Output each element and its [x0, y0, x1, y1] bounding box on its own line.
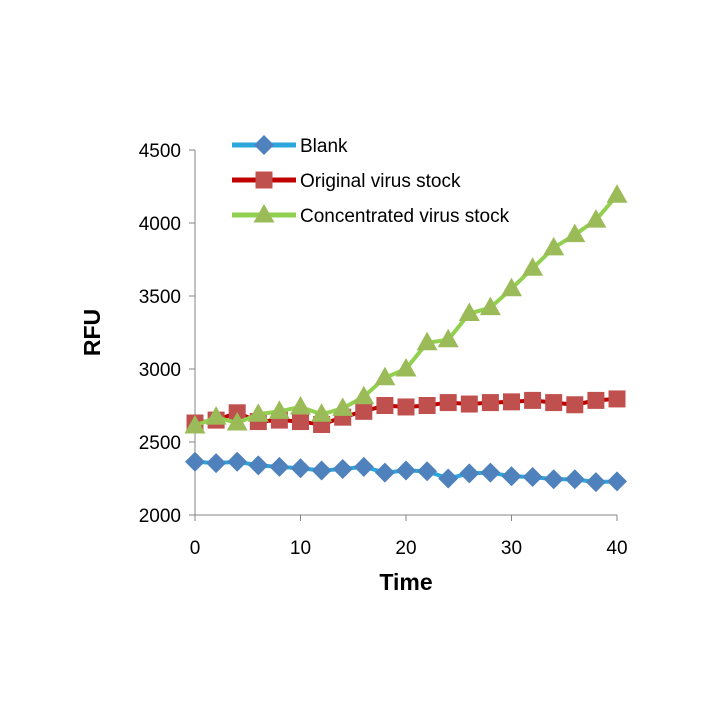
- data-point: [247, 403, 269, 422]
- data-point: [227, 451, 248, 472]
- data-point: [501, 277, 522, 297]
- data-point: [503, 393, 520, 411]
- y-tick-label: 2500: [139, 433, 181, 454]
- legend: Blank Original virus stock Concentrated vi…: [232, 135, 510, 227]
- data-point: [311, 460, 332, 481]
- data-point: [248, 455, 269, 476]
- legend-marker: [253, 204, 275, 223]
- data-point: [479, 296, 501, 316]
- data-point: [545, 394, 563, 412]
- data-point: [522, 257, 544, 276]
- y-tick-label: 3500: [139, 287, 181, 308]
- y-tick-label: 3000: [139, 360, 181, 381]
- data-point: [585, 472, 606, 493]
- data-point: [606, 184, 628, 203]
- data-point: [355, 402, 373, 420]
- data-point: [290, 395, 311, 415]
- data-point: [459, 463, 480, 484]
- x-axis-title: Time: [379, 569, 432, 595]
- series-blank: [185, 451, 627, 493]
- data-point: [543, 469, 564, 490]
- series-concentrated-virus-stock: [184, 184, 628, 434]
- data-point: [205, 406, 227, 425]
- data-point: [206, 453, 227, 474]
- y-tick-label: 2000: [139, 506, 181, 527]
- data-point: [332, 459, 353, 480]
- data-point: [397, 398, 415, 416]
- data-point: [481, 394, 499, 412]
- data-point: [268, 400, 290, 419]
- data-point: [524, 391, 542, 409]
- data-point: [438, 468, 459, 489]
- x-tick-label: 10: [290, 538, 311, 559]
- data-point: [564, 223, 586, 243]
- data-point: [184, 414, 206, 434]
- legend-label: Blank: [300, 136, 348, 157]
- data-point: [439, 394, 457, 412]
- x-tick-label: 0: [190, 538, 201, 559]
- data-point: [585, 209, 607, 228]
- legend-marker: [255, 171, 273, 189]
- data-point: [185, 451, 205, 472]
- data-point: [292, 413, 309, 431]
- legend-entry: Original virus stock: [232, 171, 461, 192]
- x-tick-label: 40: [606, 538, 627, 559]
- data-point: [374, 366, 396, 386]
- data-point: [608, 390, 626, 408]
- data-point: [226, 412, 248, 431]
- data-point: [543, 236, 565, 256]
- legend-entry: Concentrated virus stock: [232, 204, 510, 227]
- data-point: [607, 471, 627, 492]
- y-tick-label: 4000: [139, 214, 181, 235]
- data-point: [417, 461, 438, 482]
- legend-marker: [254, 135, 274, 155]
- series-original-virus-stock: [186, 390, 626, 433]
- data-point: [311, 403, 333, 422]
- data-point: [564, 469, 585, 490]
- data-point: [458, 302, 480, 322]
- series-layer: [184, 184, 628, 493]
- data-point: [269, 456, 290, 477]
- data-point: [437, 328, 459, 348]
- series-line: [194, 193, 619, 428]
- data-point: [396, 460, 416, 481]
- data-point: [566, 396, 584, 414]
- axes: 2000 2500 3000 3500 4000 4500 0 10 20 30 40: [139, 141, 628, 559]
- data-point: [460, 395, 478, 413]
- legend-label: Original virus stock: [300, 171, 461, 192]
- data-point: [501, 466, 522, 487]
- data-point: [290, 458, 311, 479]
- y-axis-title: RFU: [79, 309, 105, 356]
- data-point: [376, 397, 394, 414]
- data-point: [353, 456, 374, 477]
- data-point: [418, 397, 436, 414]
- data-point: [522, 467, 543, 488]
- data-point: [395, 358, 417, 377]
- data-point: [416, 331, 438, 351]
- x-tick-label: 20: [395, 538, 416, 559]
- legend-label: Concentrated virus stock: [300, 206, 510, 227]
- data-point: [587, 391, 605, 409]
- data-point: [332, 397, 354, 416]
- data-point: [480, 462, 501, 483]
- y-tick-label: 4500: [139, 141, 181, 162]
- legend-entry: Blank: [232, 135, 348, 157]
- data-point: [374, 462, 395, 483]
- data-point: [353, 385, 375, 405]
- x-tick-label: 30: [501, 538, 522, 559]
